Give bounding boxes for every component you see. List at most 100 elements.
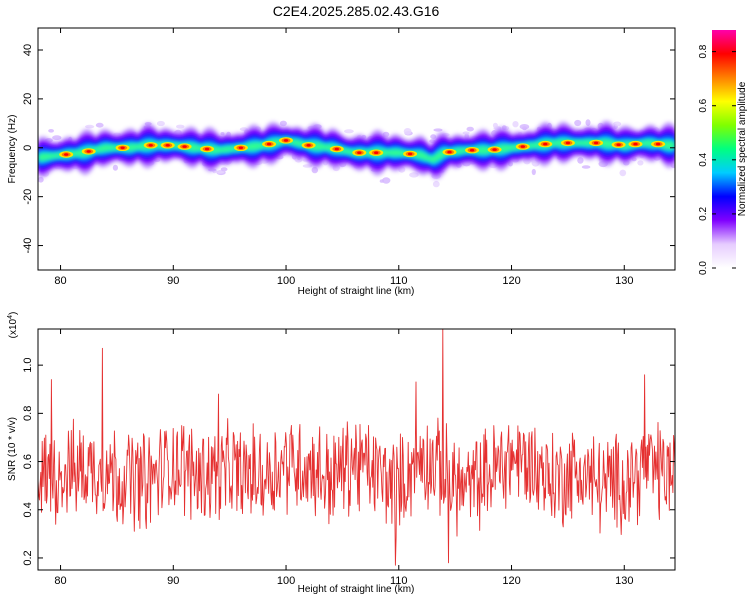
heatmap-scatter-blob: [156, 120, 165, 127]
heatmap-scatter-blob: [382, 177, 391, 184]
heatmap-scatter-blob: [492, 122, 498, 129]
heatmap-peak-red: [543, 142, 548, 146]
snr-series-line: [38, 329, 675, 566]
spectrogram-heatmap: [38, 119, 675, 188]
y-tick-label: -40: [22, 238, 34, 254]
heatmap-scatter-blob: [176, 124, 185, 129]
heatmap-scatter-blob: [512, 121, 519, 128]
x-tick-label: 110: [390, 575, 408, 587]
heatmap-peak-red: [182, 145, 187, 148]
spectrogram-y-axis-label: Frequency (Hz): [7, 115, 18, 184]
snr-panel: 80 90 100 110 120 130 0.2 0.4 0.6 0.8 1.0 Height …: [7, 312, 676, 595]
x-tick-label: 120: [502, 575, 520, 587]
heatmap-peak-red: [148, 144, 153, 147]
heatmap-scatter-blob: [215, 170, 225, 174]
heatmap-peak-red: [520, 145, 525, 148]
colorbar-tick-label: 0.6: [698, 98, 709, 112]
x-tick-label: 90: [167, 275, 179, 287]
spectrogram-frame: [37, 27, 676, 271]
heatmap-peak-red: [120, 146, 125, 150]
snr-x-axis-label: Height of straight line (km): [298, 584, 415, 595]
heatmap-peak-red: [238, 146, 244, 150]
heatmap-peak-red: [283, 139, 289, 142]
heatmap-scatter-blob: [302, 164, 313, 168]
heatmap-scatter-blob: [577, 157, 584, 164]
x-tick-label: 130: [615, 275, 633, 287]
x-tick-label: 100: [277, 275, 295, 287]
heatmap-peak-red: [633, 142, 638, 146]
colorbar-bar: [712, 30, 736, 268]
colorbar-tick-label: 0.0: [698, 261, 709, 275]
heatmap-scatter-blob: [619, 169, 627, 177]
y-tick-label: 40: [22, 44, 34, 56]
figure-title: C2E4.2025.285.02.43.G16: [273, 3, 440, 19]
spectrogram-panel: 80 90 100 110 120 130 -40 -20 0 20 40 Height of s…: [7, 27, 676, 297]
heatmap-peak-red: [492, 148, 497, 151]
heatmap-peak-red: [306, 144, 311, 147]
colorbar-label: Normalized spectral amplitude: [737, 81, 748, 216]
y-tick-label: 1.0: [22, 357, 34, 372]
heatmap-scatter-blob: [38, 176, 44, 183]
heatmap-peak-red: [616, 143, 621, 146]
heatmap-scatter-blob: [112, 164, 118, 171]
x-tick-label: 120: [502, 275, 520, 287]
snr-y-ticks: 0.2 0.4 0.6 0.8 1.0: [22, 357, 675, 566]
colorbar-tick-label: 0.4: [698, 152, 709, 166]
snr-y-axis-label: SNR (10 * v/v): [7, 417, 18, 481]
y-tick-label: 0.4: [22, 502, 34, 517]
heatmap-peak-red: [565, 141, 571, 145]
y-tick-label: 0.2: [22, 550, 34, 565]
x-tick-label: 110: [390, 275, 408, 287]
heatmap-peak-red: [86, 150, 91, 153]
heatmap-peak-red: [165, 144, 170, 147]
y-tick-label: 0: [22, 145, 34, 151]
spectrogram-y-ticks: -40 -20 0 20 40: [22, 44, 675, 254]
x-tick-label: 80: [54, 575, 66, 587]
colorbar: 0.0 0.2 0.4 0.6 0.8 Normalized spectral ampl…: [698, 30, 748, 275]
heatmap-scatter-blob: [585, 119, 591, 126]
x-tick-label: 100: [277, 575, 295, 587]
heatmap-peak-red: [204, 147, 210, 151]
colorbar-tick-label: 0.2: [698, 207, 709, 221]
heatmap-peak-red: [447, 150, 452, 154]
heatmap-peak-red: [357, 151, 362, 154]
heatmap-scatter-blob: [52, 135, 62, 141]
y-tick-label: -20: [22, 189, 34, 205]
heatmap-scatter-blob: [85, 124, 95, 129]
heatmap-scatter-blob: [637, 160, 644, 166]
heatmap-peak-red: [334, 147, 339, 151]
heatmap-scatter-blob: [613, 121, 622, 127]
colorbar-ticks: 0.0 0.2 0.4 0.6 0.8: [698, 44, 736, 275]
heatmap-scatter-blob: [466, 126, 474, 132]
heatmap-peak-red: [655, 142, 661, 146]
heatmap-scatter-blob: [432, 180, 440, 188]
heatmap-scatter-blob: [519, 124, 530, 130]
heatmap-peak-red: [63, 153, 69, 156]
spectrogram-x-ticks: 80 90 100 110 120 130: [54, 28, 633, 287]
y-tick-label: 20: [22, 93, 34, 105]
heatmap-scatter-blob: [220, 167, 228, 172]
heatmap-scatter-blob: [581, 165, 591, 169]
snr-frame: [37, 328, 676, 571]
colorbar-tick-label: 0.8: [698, 44, 709, 58]
snr-scale-label: (x104): [7, 312, 19, 339]
heatmap-peak-red: [407, 152, 413, 156]
heatmap-peak-red: [593, 141, 599, 145]
heatmap-scatter-blob: [279, 120, 287, 127]
heatmap-peak-red: [266, 142, 272, 146]
x-tick-label: 90: [167, 575, 179, 587]
heatmap-scatter-blob: [48, 129, 54, 133]
heatmap-peak-red: [469, 148, 475, 152]
heatmap-scatter-blob: [462, 131, 470, 135]
y-tick-label: 0.8: [22, 406, 34, 421]
heatmap-scatter-blob: [430, 134, 437, 140]
heatmap-scatter-blob: [403, 127, 412, 135]
spectrogram-x-axis-label: Height of straight line (km): [298, 286, 415, 297]
snr-x-ticks: 80 90 100 110 120 130: [54, 329, 633, 587]
heatmap-scatter-blob: [344, 129, 354, 134]
heatmap-scatter-blob: [409, 172, 419, 178]
x-tick-label: 130: [615, 575, 633, 587]
heatmap-scatter-blob: [574, 119, 582, 127]
heatmap-scatter-blob: [531, 168, 536, 176]
